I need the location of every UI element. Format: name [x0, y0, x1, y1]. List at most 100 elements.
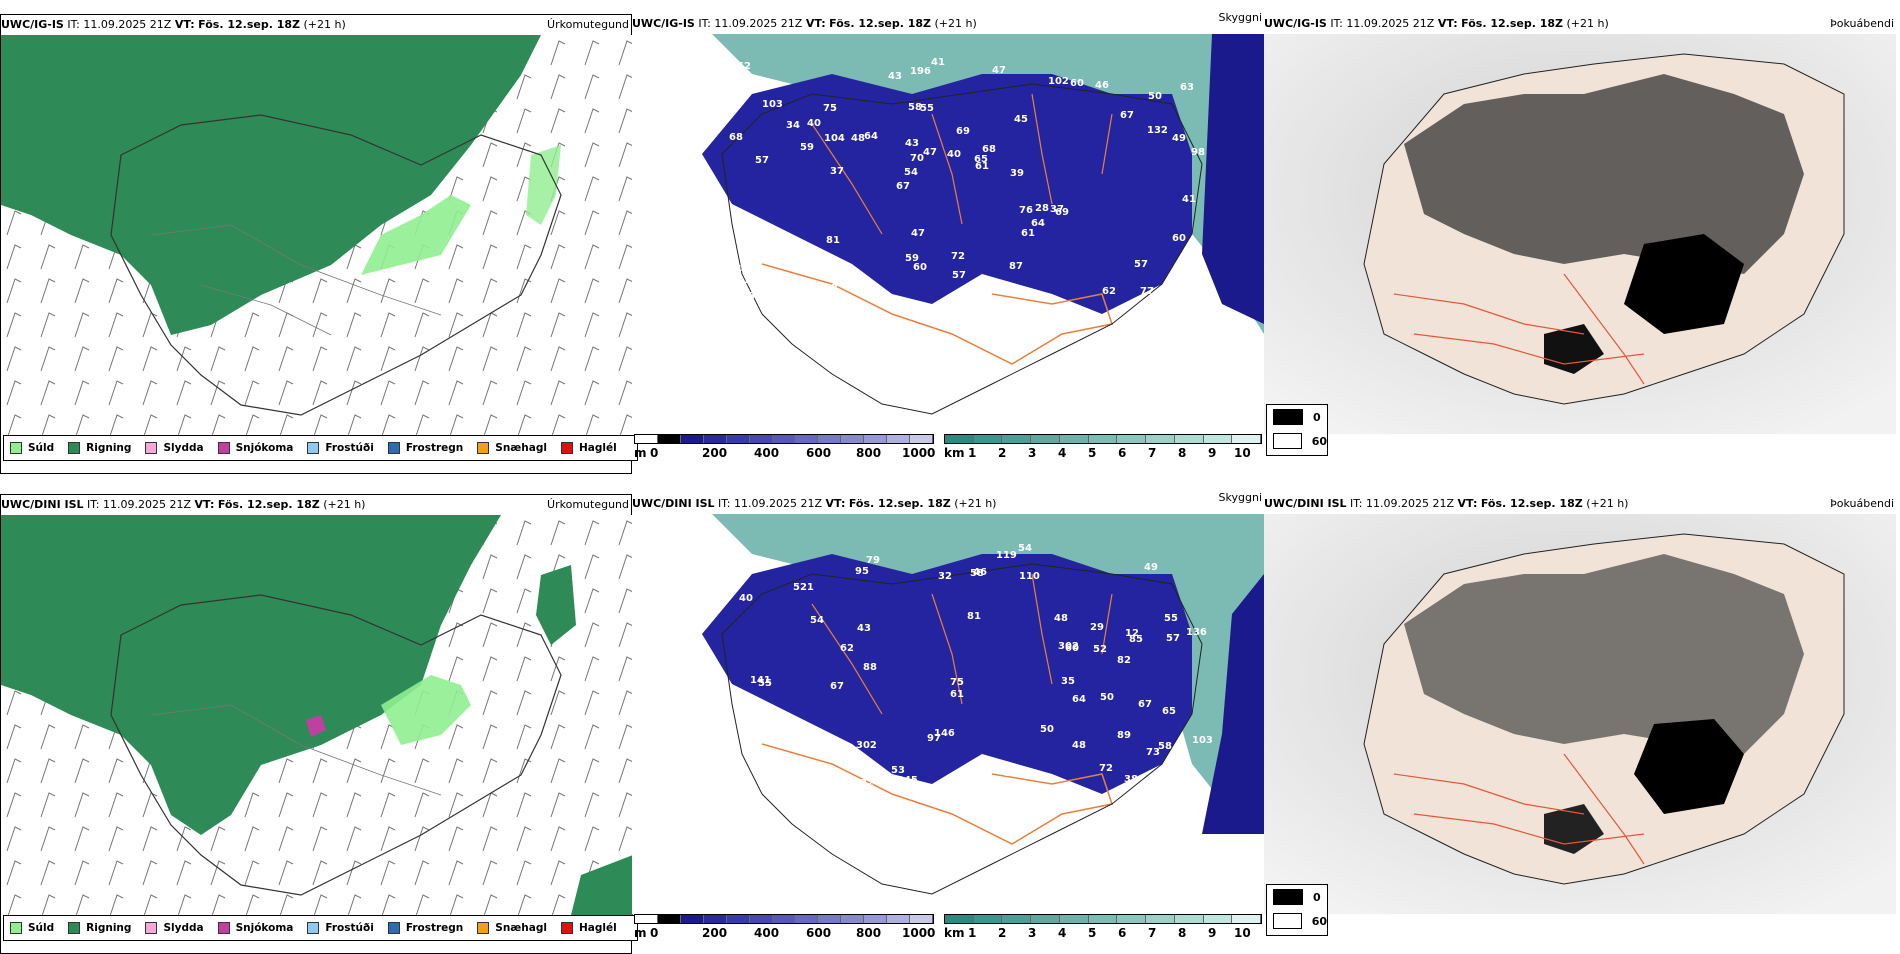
scale-swatch — [1203, 435, 1233, 443]
scale-unit: km — [944, 926, 965, 940]
map-label: 79 — [751, 761, 765, 772]
precip-legend: Súld Rigning Slydda Snjókoma Frostúði Fr… — [3, 915, 638, 941]
legend-label: 60 — [1311, 434, 1327, 448]
map-label: 79 — [866, 555, 880, 566]
map-label: 67 — [896, 181, 910, 192]
scale-tick: 200 — [702, 926, 728, 940]
panel-title: Skyggni — [1218, 491, 1262, 504]
legend-item: Haglél — [560, 922, 617, 934]
precip-map[interactable] — [1, 515, 633, 915]
visibility-panel-bottom: UWC/DINI ISL IT: 11.09.2025 21Z VT: Fös.… — [632, 491, 1264, 954]
map-label: 54 — [1018, 543, 1032, 554]
legend-label: Rigning — [86, 442, 132, 454]
scale-swatch — [749, 435, 773, 443]
map-label: 70 — [910, 153, 924, 164]
fog-map[interactable] — [1264, 514, 1896, 914]
map-label: 43 — [888, 71, 902, 82]
map-label: 521 — [793, 582, 814, 593]
scale-swatch — [1146, 435, 1175, 443]
legend-swatch — [10, 922, 22, 934]
it-label: IT: — [698, 17, 711, 30]
fog-legend-item: 0 — [1267, 885, 1327, 909]
map-label: 582 — [741, 291, 762, 302]
map-label: 48 — [1054, 613, 1068, 624]
scale-tick: 800 — [856, 446, 882, 460]
visibility-map[interactable]: 89 55 58 81 79 79 12 302 49 54 57 40 82 145 258 521 73 95… — [632, 514, 1264, 914]
scale-tick: 6 — [1118, 446, 1127, 460]
map-label: 55 — [920, 103, 934, 114]
elevation-scale-ticks: m 0 200 400 600 800 1000 — [634, 446, 935, 462]
map-label: 81 — [967, 611, 981, 622]
scale-tick: 800 — [856, 926, 882, 940]
precip-map[interactable] — [1, 35, 633, 435]
scale-tick: 600 — [806, 446, 832, 460]
map-label: 258 — [747, 734, 768, 745]
map-label: 81 — [826, 235, 840, 246]
visibility-panel-top: UWC/IG-IS IT: 11.09.2025 21Z VT: Fös. 12… — [632, 11, 1264, 474]
scale-swatch — [703, 915, 727, 923]
map-label: 43 — [857, 623, 871, 634]
legend-item: Súld — [10, 922, 54, 934]
visibility-map[interactable]: 77 57 50 67 45 55 58 69 71 64 51 53 55 68 69 103 196 98 76… — [632, 34, 1264, 434]
model-name: UWC/IG-IS — [1264, 17, 1327, 30]
lead-time: (+21 h) — [934, 17, 977, 30]
legend-item: Rigning — [68, 922, 131, 934]
map-label: 28 — [1035, 203, 1049, 214]
scale-swatch — [887, 435, 911, 443]
map-label: 12 — [1125, 628, 1139, 639]
map-label: 141 — [750, 675, 771, 686]
scale-swatch — [1031, 435, 1060, 443]
scale-swatch — [864, 435, 888, 443]
scale-swatch — [1117, 915, 1147, 923]
legend-item: Rigning — [68, 442, 131, 454]
it-value: 11.09.2025 21Z — [714, 17, 803, 30]
legend-swatch — [477, 442, 490, 454]
map-label: 59 — [905, 253, 919, 264]
scale-tick: 1000 — [902, 926, 936, 940]
map-label: 68 — [729, 132, 743, 143]
scale-tick: 10 — [1234, 926, 1251, 940]
map-label: 41 — [1182, 194, 1196, 205]
map-label: 98 — [1191, 147, 1205, 158]
map-label: 103 — [1192, 735, 1213, 746]
map-label: 35 — [1061, 676, 1075, 687]
fog-panel-bottom: UWC/DINI ISL IT: 11.09.2025 21Z VT: Fös.… — [1264, 494, 1896, 954]
legend-label: 60 — [1311, 914, 1327, 928]
map-label: 77 — [1140, 286, 1154, 297]
lead-time: (+21 h) — [303, 18, 346, 31]
map-label: 51 — [736, 275, 750, 286]
map-label: 64 — [1072, 694, 1086, 705]
scale-tick: 3 — [1028, 446, 1037, 460]
scale-tick: 9 — [1208, 926, 1217, 940]
vt-label: VT: — [194, 498, 215, 511]
map-label: 40 — [947, 149, 961, 160]
it-label: IT: — [67, 18, 80, 31]
it-label: IT: — [87, 498, 100, 511]
vt-value: Fös. 12.sep. 18Z — [198, 18, 301, 31]
legend-label: Frostregn — [405, 922, 464, 934]
scale-swatch — [910, 915, 933, 923]
legend-label: Haglél — [578, 442, 617, 454]
it-value: 11.09.2025 21Z — [103, 498, 192, 511]
map-label: 38 — [1124, 774, 1138, 785]
legend-swatch — [10, 442, 22, 454]
it-value: 11.09.2025 21Z — [1346, 17, 1435, 30]
map-label: 104 — [824, 133, 845, 144]
scale-tick: 0 — [650, 926, 659, 940]
map-label: 42 — [824, 283, 838, 294]
precip-panel-bottom: UWC/DINI ISL IT: 11.09.2025 21Z VT: Fös.… — [0, 494, 638, 954]
scale-tick: 8 — [1178, 446, 1187, 460]
scale-tick: 600 — [806, 926, 832, 940]
fog-map[interactable] — [1264, 34, 1896, 434]
scale-swatch — [1117, 435, 1147, 443]
map-label: 61 — [950, 689, 964, 700]
it-label: IT: — [718, 497, 731, 510]
legend-label: Snjókoma — [235, 442, 294, 454]
scale-swatch — [1232, 435, 1262, 443]
vt-label: VT: — [1437, 17, 1458, 30]
scale-swatch — [864, 915, 888, 923]
fog-legend-item: 60 — [1267, 909, 1327, 933]
map-label: 95 — [855, 566, 869, 577]
map-label: 196 — [910, 66, 931, 77]
lead-time: (+21 h) — [1566, 17, 1609, 30]
